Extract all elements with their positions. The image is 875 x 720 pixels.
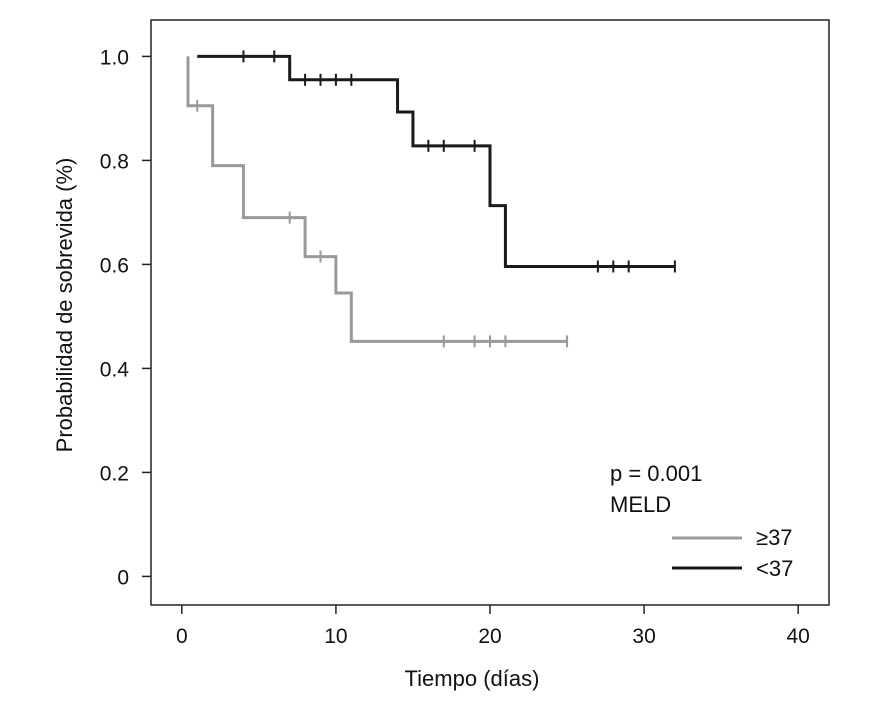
legend: ≥37 <37 xyxy=(672,525,793,581)
y-axis-label: Probabilidad de sobrevida (%) xyxy=(52,158,77,453)
y-tick-label: 0.6 xyxy=(100,254,129,277)
axes-layer: 0 10 20 30 40 0 0.2 0.4 0.6 0.8 1.0 xyxy=(100,46,810,648)
y-tick-label: 0.2 xyxy=(100,462,129,485)
x-tick-label: 20 xyxy=(478,625,501,648)
x-tick-label: 40 xyxy=(787,625,810,648)
legend-title: MELD xyxy=(610,492,671,517)
y-tick-label: 0.4 xyxy=(100,358,130,381)
p-value-annotation: p = 0.001 xyxy=(610,461,702,486)
y-tick-label: 0.8 xyxy=(100,150,129,173)
series-line-lt37 xyxy=(197,54,675,268)
series-line-ge37 xyxy=(186,56,568,343)
x-axis-label: Tiempo (días) xyxy=(405,666,540,691)
plot-frame xyxy=(150,19,830,606)
legend-label-ge37: ≥37 xyxy=(756,525,793,550)
x-tick-label: 30 xyxy=(632,625,655,648)
series-layer xyxy=(186,50,676,348)
y-tick-label: 0 xyxy=(117,566,129,589)
x-tick-label: 10 xyxy=(324,625,347,648)
legend-label-lt37: <37 xyxy=(756,556,793,581)
y-tick-label: 1.0 xyxy=(100,46,129,69)
x-tick-label: 0 xyxy=(176,625,188,648)
